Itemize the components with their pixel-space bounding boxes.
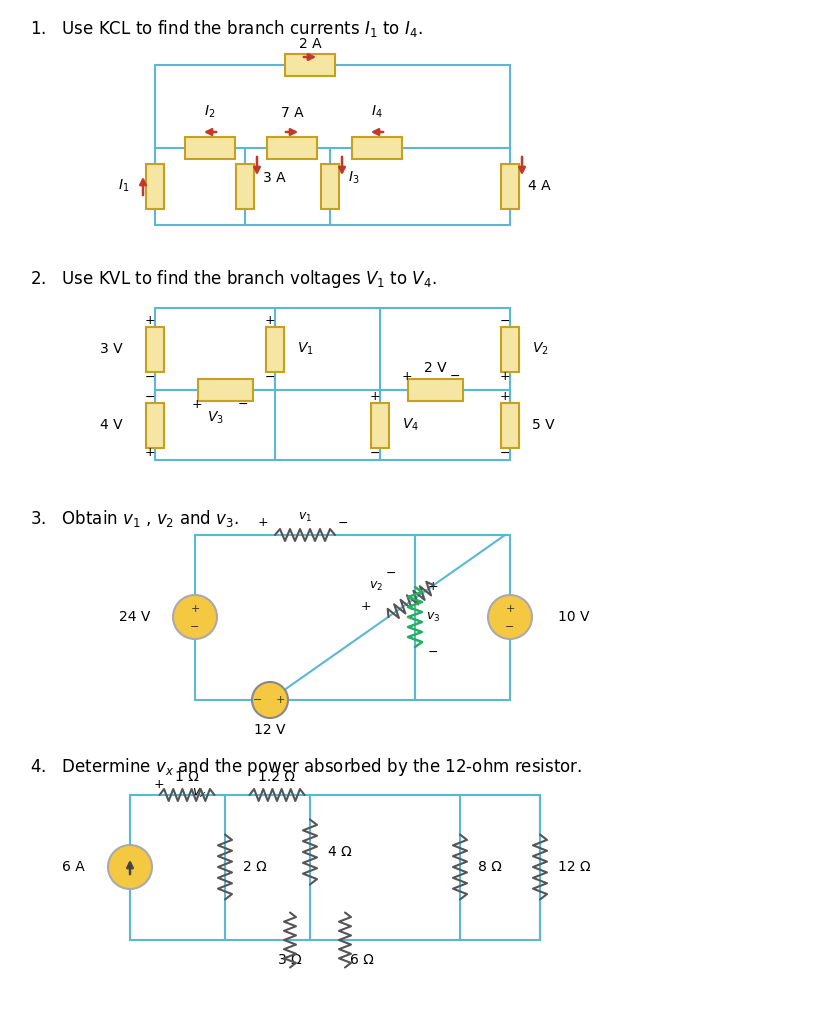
Text: −: − (190, 622, 200, 632)
Text: 4 V: 4 V (100, 418, 123, 432)
Text: −: − (144, 390, 155, 403)
Bar (267, 137, 317, 159)
Bar (146, 164, 164, 209)
Text: +: + (505, 604, 515, 614)
Bar (146, 402, 164, 447)
Text: 3 A: 3 A (263, 171, 286, 185)
Text: 12 Ω: 12 Ω (558, 860, 590, 874)
Text: $I_2$: $I_2$ (204, 103, 216, 120)
Text: 2 V: 2 V (424, 361, 447, 375)
Text: +: + (428, 581, 438, 594)
Bar (185, 137, 235, 159)
Text: $V_4$: $V_4$ (402, 417, 419, 433)
Text: −: − (450, 370, 461, 383)
Text: 3 V: 3 V (100, 342, 123, 356)
Text: +: + (190, 604, 200, 614)
Text: $v_3$: $v_3$ (426, 610, 440, 624)
Text: $I_1$: $I_1$ (117, 178, 129, 195)
Text: $v_x$: $v_x$ (192, 786, 207, 800)
Text: +: + (360, 599, 371, 612)
Text: −: − (238, 397, 248, 411)
Text: 4 A: 4 A (528, 179, 551, 193)
Text: $I_3$: $I_3$ (348, 170, 360, 186)
Text: 3 Ω: 3 Ω (278, 953, 302, 967)
Text: 4.   Determine $v_x$ and the power absorbed by the 12-ohm resistor.: 4. Determine $v_x$ and the power absorbe… (30, 756, 582, 778)
Text: 2 Ω: 2 Ω (243, 860, 267, 874)
Text: 6 Ω: 6 Ω (350, 953, 374, 967)
Circle shape (108, 845, 152, 889)
Text: +: + (275, 695, 285, 705)
Text: 2.   Use KVL to find the branch voltages $V_1$ to $V_4$.: 2. Use KVL to find the branch voltages $… (30, 268, 437, 290)
Bar (146, 327, 164, 372)
Text: 12 V: 12 V (255, 723, 286, 737)
Bar (198, 379, 253, 401)
Bar (266, 327, 284, 372)
Text: +: + (154, 778, 164, 792)
Text: 1.   Use KCL to find the branch currents $I_1$ to $I_4$.: 1. Use KCL to find the branch currents $… (30, 18, 423, 39)
Bar (501, 164, 519, 209)
Text: −: − (254, 695, 263, 705)
Circle shape (173, 595, 217, 639)
Text: +: + (401, 370, 412, 383)
Text: −: − (500, 446, 510, 460)
Text: +: + (191, 397, 202, 411)
Text: 1.2 Ω: 1.2 Ω (259, 770, 296, 784)
Text: −: − (264, 371, 275, 384)
Text: −: − (500, 314, 510, 328)
Text: 3.   Obtain $v_1$ , $v_2$ and $v_3$.: 3. Obtain $v_1$ , $v_2$ and $v_3$. (30, 508, 239, 529)
Bar (407, 379, 462, 401)
Text: $I_4$: $I_4$ (371, 103, 383, 120)
Text: +: + (369, 390, 380, 403)
Text: 8 Ω: 8 Ω (478, 860, 502, 874)
Text: +: + (500, 371, 511, 384)
Text: 7 A: 7 A (281, 106, 303, 120)
Bar (321, 164, 339, 209)
Text: −: − (386, 566, 397, 580)
Circle shape (488, 595, 532, 639)
Text: 4 Ω: 4 Ω (328, 845, 351, 859)
Text: 24 V: 24 V (118, 610, 150, 624)
Bar (236, 164, 254, 209)
Text: $V_3$: $V_3$ (207, 410, 223, 426)
Text: −: − (144, 371, 155, 384)
Text: −: − (337, 516, 348, 529)
Circle shape (252, 682, 288, 718)
Text: $v_1$: $v_1$ (298, 510, 312, 523)
Text: +: + (144, 446, 155, 460)
Text: 10 V: 10 V (558, 610, 589, 624)
Text: 5 V: 5 V (532, 418, 555, 432)
Text: 1 Ω: 1 Ω (175, 770, 199, 784)
Text: +: + (264, 314, 275, 328)
Text: 2 A: 2 A (299, 37, 321, 51)
Text: +: + (258, 516, 268, 529)
Bar (371, 402, 389, 447)
Text: −: − (369, 446, 380, 460)
Text: $V_1$: $V_1$ (297, 341, 314, 357)
Text: $v_2$: $v_2$ (369, 580, 383, 593)
Bar (285, 54, 335, 76)
Bar (501, 327, 519, 372)
Text: 6 A: 6 A (62, 860, 85, 874)
Text: +: + (144, 314, 155, 328)
Bar (352, 137, 402, 159)
Text: −: − (505, 622, 515, 632)
Bar (501, 402, 519, 447)
Text: −: − (428, 645, 438, 658)
Text: $V_2$: $V_2$ (532, 341, 548, 357)
Text: +: + (500, 390, 511, 403)
